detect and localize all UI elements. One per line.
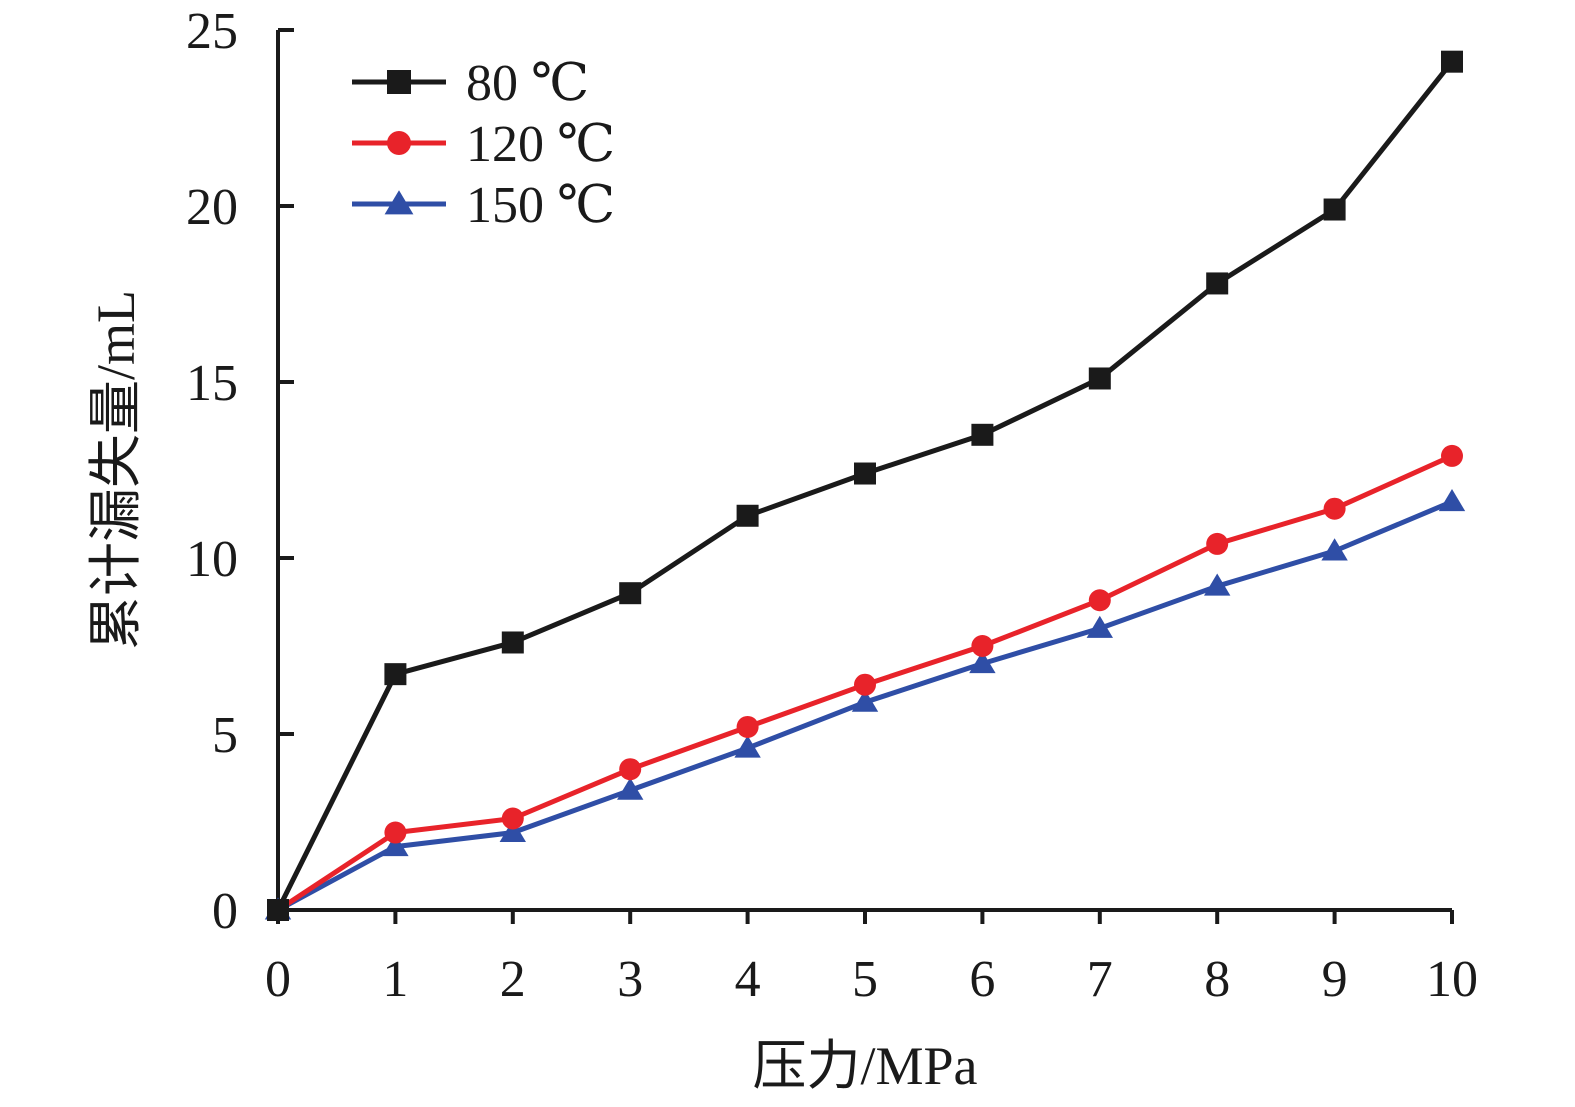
data-point <box>854 462 876 485</box>
series-3 <box>264 489 1466 920</box>
data-point <box>1086 615 1113 638</box>
y-tick-label: 20 <box>186 179 238 236</box>
data-point <box>854 673 876 696</box>
series-line <box>275 60 1454 912</box>
data-point <box>1323 497 1346 520</box>
x-tick-label: 6 <box>969 951 995 1008</box>
legend-label: 120 ℃ <box>466 116 615 173</box>
y-axis-title: 累计漏失量/mL <box>86 290 146 650</box>
legend-marker <box>384 190 414 215</box>
data-point <box>1206 532 1229 555</box>
x-tick-label: 2 <box>500 951 526 1008</box>
x-tick-label: 9 <box>1322 951 1348 1008</box>
y-tick-label: 0 <box>212 883 238 940</box>
legend-label: 150 ℃ <box>466 177 615 234</box>
data-point <box>1206 272 1229 295</box>
y-tick-label: 5 <box>212 707 238 764</box>
data-point <box>1204 573 1231 596</box>
data-point <box>736 504 759 527</box>
data-point <box>1441 50 1463 73</box>
legend-item-3: 150 ℃ <box>352 177 615 234</box>
x-tick-label: 4 <box>735 951 761 1008</box>
x-tick-label: 10 <box>1426 951 1478 1008</box>
series-2 <box>267 444 1463 921</box>
y-tick-label: 15 <box>186 355 238 412</box>
data-point <box>971 635 994 657</box>
x-tick-label: 0 <box>265 951 291 1008</box>
series-1 <box>267 50 1463 921</box>
data-point <box>617 777 644 800</box>
data-point <box>384 663 407 686</box>
x-tick-label: 7 <box>1087 951 1113 1008</box>
data-point <box>501 631 524 654</box>
legend-item-2: 120 ℃ <box>352 116 615 173</box>
data-point <box>619 758 642 781</box>
x-tick-label: 3 <box>617 951 643 1008</box>
x-tick-label: 5 <box>852 951 878 1008</box>
x-tick-label: 8 <box>1204 951 1230 1008</box>
data-point <box>619 582 642 605</box>
legend-item-1: 80 ℃ <box>352 55 589 112</box>
data-point <box>736 715 759 738</box>
data-point <box>501 807 524 830</box>
y-tick-label: 10 <box>186 531 238 588</box>
data-point <box>267 899 289 921</box>
data-point <box>1438 489 1466 512</box>
data-point <box>734 735 761 758</box>
data-point <box>1088 367 1111 390</box>
data-point <box>1321 538 1348 561</box>
y-tick-label: 25 <box>186 3 238 60</box>
legend-marker <box>387 70 411 94</box>
data-point <box>1323 198 1346 221</box>
x-axis-title: 压力/MPa <box>752 1036 977 1096</box>
data-point <box>499 819 526 843</box>
legend-marker <box>387 131 411 155</box>
data-point <box>382 833 409 857</box>
x-tick-label: 1 <box>382 951 408 1008</box>
axes: 0 1 2 3 4 5 6 7 8 9 10 0 5 10 15 20 25 <box>186 3 1478 1008</box>
legend-label: 80 ℃ <box>466 55 589 112</box>
data-point <box>969 650 996 674</box>
data-point <box>384 821 407 844</box>
data-point <box>1441 444 1463 467</box>
data-point <box>851 689 879 712</box>
data-point <box>1088 589 1111 612</box>
series-layer <box>264 50 1466 921</box>
data-point <box>971 423 994 446</box>
